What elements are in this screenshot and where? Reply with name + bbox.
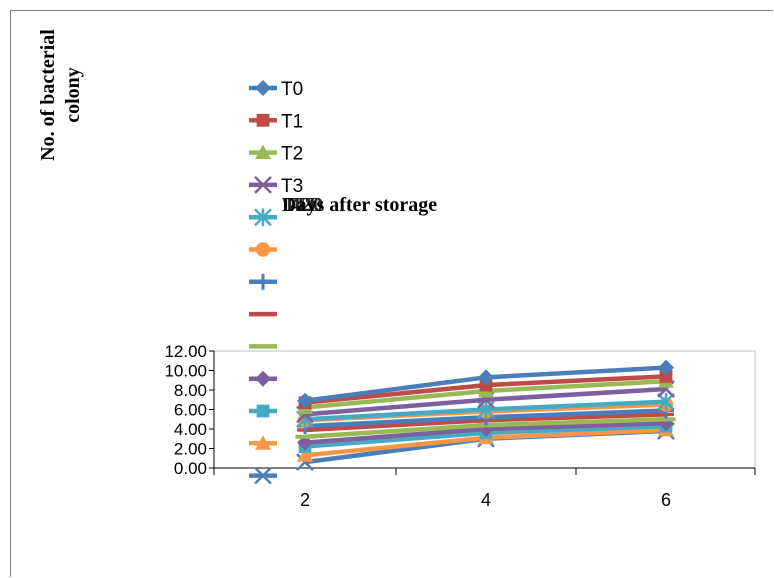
x-tick-label: 4: [481, 490, 491, 510]
legend-entry: T1: [249, 111, 303, 132]
legend-entry: [249, 466, 277, 485]
legend-marker: [255, 144, 271, 159]
legend-marker: [254, 176, 272, 194]
y-tick-label: 10.00: [164, 362, 207, 381]
legend-label: T2: [281, 144, 303, 165]
legend-entry: [249, 435, 277, 450]
y-tick-label: 4.00: [174, 420, 207, 439]
y-tick-label: 0.00: [174, 459, 207, 478]
y-tick-label: 8.00: [174, 381, 207, 400]
data-point: [657, 392, 675, 411]
legend-marker: [256, 113, 270, 127]
legend-marker: [254, 208, 272, 227]
overlapped-legend-fragment: T4T2T0: [283, 194, 323, 216]
legend-entry: T0: [249, 79, 303, 100]
legend-entry: [249, 273, 277, 290]
legend-marker: [255, 370, 271, 387]
legend-marker: [255, 80, 271, 96]
data-point: [297, 447, 313, 462]
x-tick-label: 2: [300, 490, 310, 510]
legend-marker: [255, 273, 271, 290]
legend-marker: [256, 404, 270, 418]
y-tick-label: 2.00: [174, 440, 207, 459]
legend-marker: [254, 466, 272, 485]
legend-entry: [249, 242, 277, 257]
legend-label: T3: [281, 176, 303, 197]
data-point: [297, 392, 313, 409]
chart-frame: [10, 10, 773, 577]
legend-entry: [249, 404, 277, 418]
legend-entry: [249, 208, 277, 227]
legend-marker: [255, 242, 271, 257]
data-point: [658, 359, 674, 376]
legend-entry: T2: [249, 144, 303, 165]
y-tick-label: 6.00: [174, 401, 207, 420]
x-tick-label: 6: [661, 490, 671, 510]
data-point: [659, 369, 673, 383]
x-axis-label: Days after storage: [282, 194, 438, 216]
legend-entry: T3: [249, 176, 303, 197]
legend-label: T1: [281, 111, 303, 132]
legend-label: T0: [281, 79, 303, 100]
legend-marker: [255, 435, 271, 450]
data-point: [478, 369, 494, 386]
y-tick-label: 12.00: [164, 342, 207, 361]
legend-entry: [249, 370, 277, 387]
